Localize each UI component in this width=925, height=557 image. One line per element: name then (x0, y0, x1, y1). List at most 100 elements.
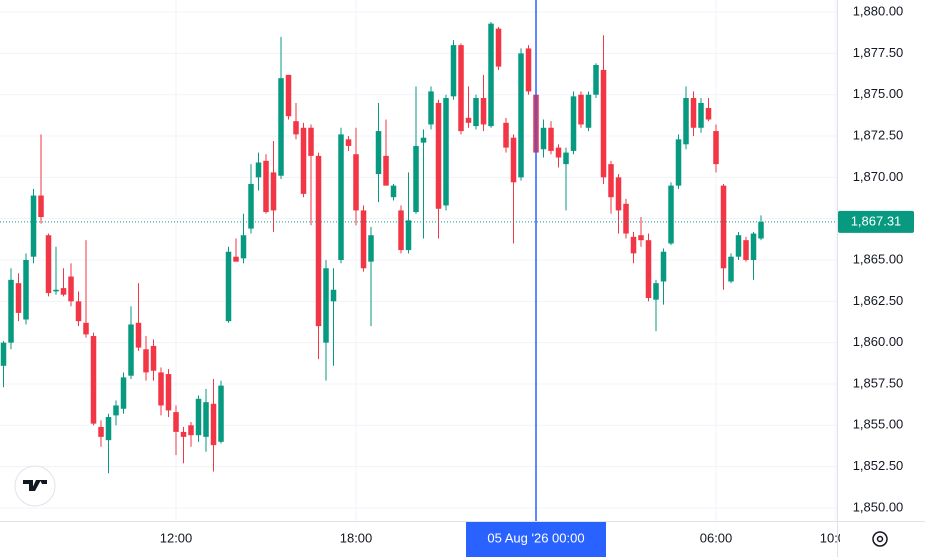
candle-body (458, 45, 464, 132)
candle-body (585, 94, 592, 128)
candle-body (540, 127, 547, 150)
x-tick-label: 12:00 (160, 530, 193, 545)
candle-body (293, 121, 299, 135)
candle-body (210, 403, 217, 446)
candle-body (368, 235, 374, 262)
candle-body (503, 122, 509, 148)
candle-body (188, 425, 194, 436)
candle-body (698, 102, 704, 128)
candle-body (398, 210, 404, 251)
candle-body (480, 98, 487, 125)
candle-body (233, 256, 239, 262)
settings-icon[interactable] (872, 531, 888, 547)
candle-body (518, 53, 524, 178)
candle-body (150, 345, 157, 371)
candle-body (450, 45, 457, 97)
candle-body (195, 398, 202, 436)
candle-body (488, 23, 494, 127)
candle-body (60, 288, 67, 295)
candle-body (203, 402, 209, 437)
settings-gear (872, 531, 888, 547)
candle-body (623, 203, 629, 234)
candle-body (705, 107, 712, 120)
candle-body (758, 221, 764, 239)
candle-body (68, 276, 74, 302)
y-tick-label: 1,865.00 (853, 251, 904, 266)
y-tick-label: 1,860.00 (853, 334, 904, 349)
candle-body (728, 256, 734, 282)
candle-body (570, 96, 577, 151)
candle-body (645, 240, 652, 299)
candle-body (428, 91, 434, 125)
candle-body (383, 155, 389, 186)
candle-body (248, 183, 254, 229)
candle-body (548, 127, 554, 151)
candle-body (23, 260, 29, 320)
candle-body (413, 145, 419, 213)
last-price-label: 1,867.31 (851, 213, 902, 228)
candle-body (255, 162, 262, 178)
candle-body (330, 289, 337, 302)
candle-body (510, 137, 517, 183)
logo (14, 465, 56, 507)
candle-body (683, 98, 689, 145)
y-tick-label: 1,862.50 (853, 293, 904, 308)
candle-body (375, 131, 382, 175)
candle-body (555, 147, 562, 158)
candle-body (53, 289, 59, 292)
candle-body (75, 301, 82, 322)
y-tick-label: 1,855.00 (853, 417, 904, 432)
candle-body (578, 94, 584, 125)
candle-body (308, 127, 314, 156)
candle-body (83, 322, 89, 335)
candle-body (0, 342, 7, 366)
y-tick-label: 1,850.00 (853, 499, 904, 514)
candle-body (360, 210, 367, 269)
candle-body (158, 372, 164, 406)
candle-body (713, 131, 719, 165)
settings-center (876, 535, 884, 543)
candle-body (278, 78, 284, 176)
candle-body (720, 185, 727, 269)
x-tick-label: 06:00 (700, 530, 733, 545)
candle-body (240, 235, 247, 259)
candle-body (38, 195, 44, 218)
candle-body (390, 185, 397, 198)
y-tick-label: 1,872.50 (853, 127, 904, 142)
candle-body (180, 431, 187, 437)
candle-body (563, 152, 569, 165)
candle-body (525, 48, 532, 92)
candle-body (653, 283, 659, 300)
candle-body (45, 235, 52, 294)
candle-body (345, 139, 352, 146)
candle-body (135, 322, 142, 348)
candle-body (465, 117, 472, 123)
candle-body (30, 195, 37, 257)
candle-body (743, 240, 749, 261)
candle-body (615, 177, 622, 211)
y-tick-label: 1,852.50 (853, 458, 904, 473)
candle-body (300, 127, 307, 194)
candle-body (173, 412, 179, 432)
candle-body (315, 155, 322, 327)
candle-body (98, 426, 104, 437)
candle-body (473, 98, 479, 127)
candle-body (128, 324, 134, 376)
candle-body (285, 74, 292, 117)
candle-body (435, 102, 442, 209)
candle-body (338, 134, 344, 261)
candle-body (353, 154, 359, 211)
candle-body (15, 283, 22, 313)
candle-body (143, 349, 149, 373)
y-tick-label: 1,857.50 (853, 375, 904, 390)
candle-body (165, 374, 172, 411)
candle-body (420, 137, 427, 143)
logo-mark (23, 480, 47, 491)
candle-body (638, 235, 644, 241)
candle-body (120, 377, 127, 409)
candle-body (630, 236, 637, 254)
y-tick-label: 1,880.00 (853, 4, 904, 19)
crosshair-label-box (466, 522, 607, 557)
